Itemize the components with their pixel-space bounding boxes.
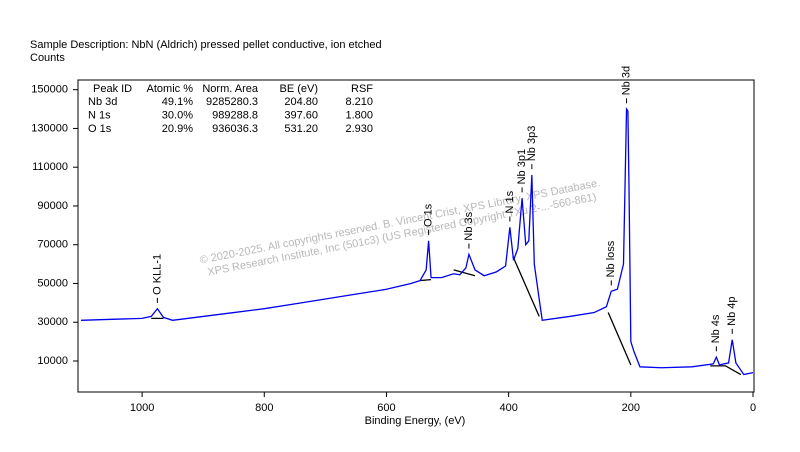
y-tick-label: 50000 xyxy=(37,277,68,289)
peak-label: N 1s xyxy=(504,190,516,213)
x-tick-label: 0 xyxy=(750,402,756,414)
table-cell: 531.20 xyxy=(284,123,318,135)
x-tick-label: 1000 xyxy=(130,402,154,414)
table-header: Peak ID xyxy=(93,83,132,95)
table-cell: 8.210 xyxy=(345,96,373,108)
y-tick-label: 70000 xyxy=(37,239,68,251)
peak-label: Nb loss xyxy=(605,240,617,277)
table-cell: 1.800 xyxy=(345,109,373,121)
y-tick-label: 90000 xyxy=(37,200,68,212)
table-header: RSF xyxy=(351,83,373,95)
y-tick-label: 130000 xyxy=(31,122,68,134)
table-cell: 397.60 xyxy=(284,109,318,121)
peak-label: O 1s xyxy=(423,203,435,227)
description: Sample Description: NbN (Aldrich) presse… xyxy=(30,39,382,51)
watermark: © 2020-2025. All copyrights reserved. B.… xyxy=(199,177,601,267)
table-cell: 936036.3 xyxy=(212,123,258,135)
table-cell: 20.9% xyxy=(162,123,193,135)
x-tick-label: 400 xyxy=(499,402,517,414)
peak-label: Nb 3p1 xyxy=(516,149,528,184)
x-axis-label: Binding Energy, (eV) xyxy=(365,415,466,427)
x-tick-label: 800 xyxy=(255,402,273,414)
y-axis-label: Counts xyxy=(30,52,65,64)
table-cell: 989288.8 xyxy=(212,109,258,121)
table-cell: Nb 3d xyxy=(88,96,117,108)
plot-frame xyxy=(77,79,755,393)
spectrum-line xyxy=(80,107,754,376)
background-line xyxy=(151,256,742,376)
x-tick-label: 600 xyxy=(377,402,395,414)
table-header: BE (eV) xyxy=(279,83,318,95)
table-cell: 49.1% xyxy=(162,96,193,108)
watermark: XPS Research Institute, Inc (501c3) (US … xyxy=(206,191,597,278)
peak-label: Nb 4p xyxy=(726,297,738,326)
table-cell: 30.0% xyxy=(162,109,193,121)
table-cell: 9285280.3 xyxy=(206,96,258,108)
y-tick-label: 150000 xyxy=(31,84,68,96)
peak-label: Nb 3p3 xyxy=(526,126,538,161)
peak-label: Nb 3s xyxy=(463,211,475,240)
table-cell: N 1s xyxy=(88,109,111,121)
y-tick-label: 110000 xyxy=(32,161,68,173)
table-header: Norm. Area xyxy=(202,83,259,95)
y-tick-label: 30000 xyxy=(37,316,68,328)
x-tick-label: 200 xyxy=(622,402,640,414)
table-cell: 204.80 xyxy=(284,96,318,108)
y-tick-label: 10000 xyxy=(37,355,68,367)
peak-label: O KLL-1 xyxy=(151,254,163,295)
table-cell: 2.930 xyxy=(345,123,373,135)
peak-label: Nb 4s xyxy=(710,314,722,343)
peak-label: Nb 3d xyxy=(620,66,632,95)
table-cell: O 1s xyxy=(88,123,112,135)
table-header: Atomic % xyxy=(147,83,194,95)
